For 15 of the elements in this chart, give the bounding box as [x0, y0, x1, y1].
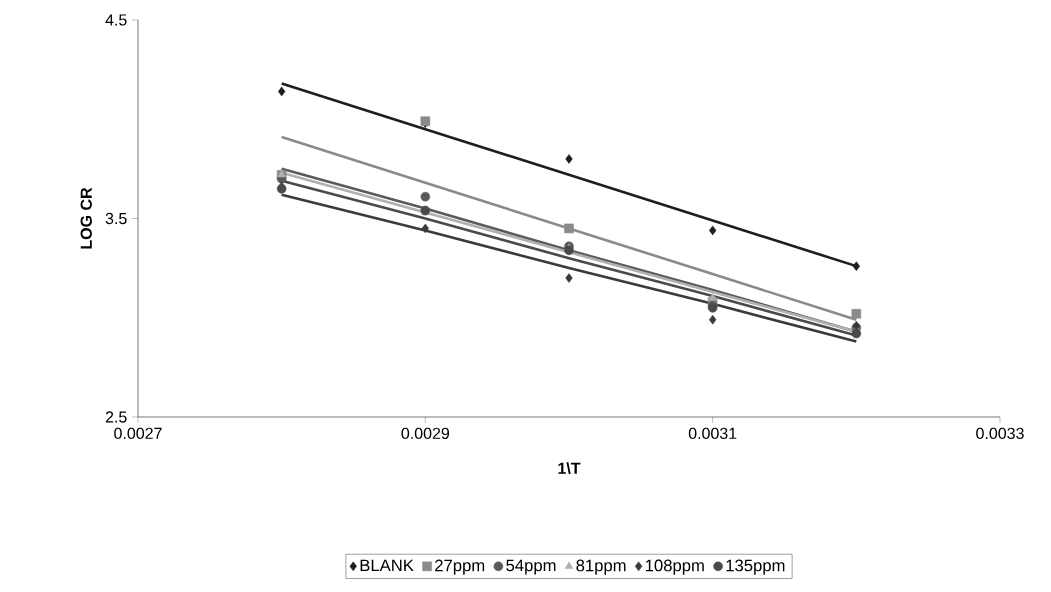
- y-tick-label: 4.5: [105, 14, 127, 26]
- y-axis-title: LOG CR: [80, 187, 92, 249]
- x-tick-label: 0.0027: [114, 427, 162, 440]
- x-tick-label: 0.0031: [688, 427, 737, 440]
- legend-label: 54ppm: [506, 559, 556, 575]
- legend-label: 108ppm: [645, 559, 704, 575]
- y-tick-label: 2.5: [105, 411, 127, 423]
- x-tick-label: 0.0033: [976, 427, 1024, 440]
- x-axis-title: 1\T: [558, 462, 581, 475]
- x-tick-label: 0.0029: [401, 427, 450, 440]
- y-tick-label: 3.5: [105, 212, 127, 225]
- legend-label: BLANK: [360, 559, 414, 572]
- legend-label: 135ppm: [726, 559, 785, 575]
- legend-label: 81ppm: [576, 559, 626, 575]
- legend-label: 27ppm: [435, 559, 485, 575]
